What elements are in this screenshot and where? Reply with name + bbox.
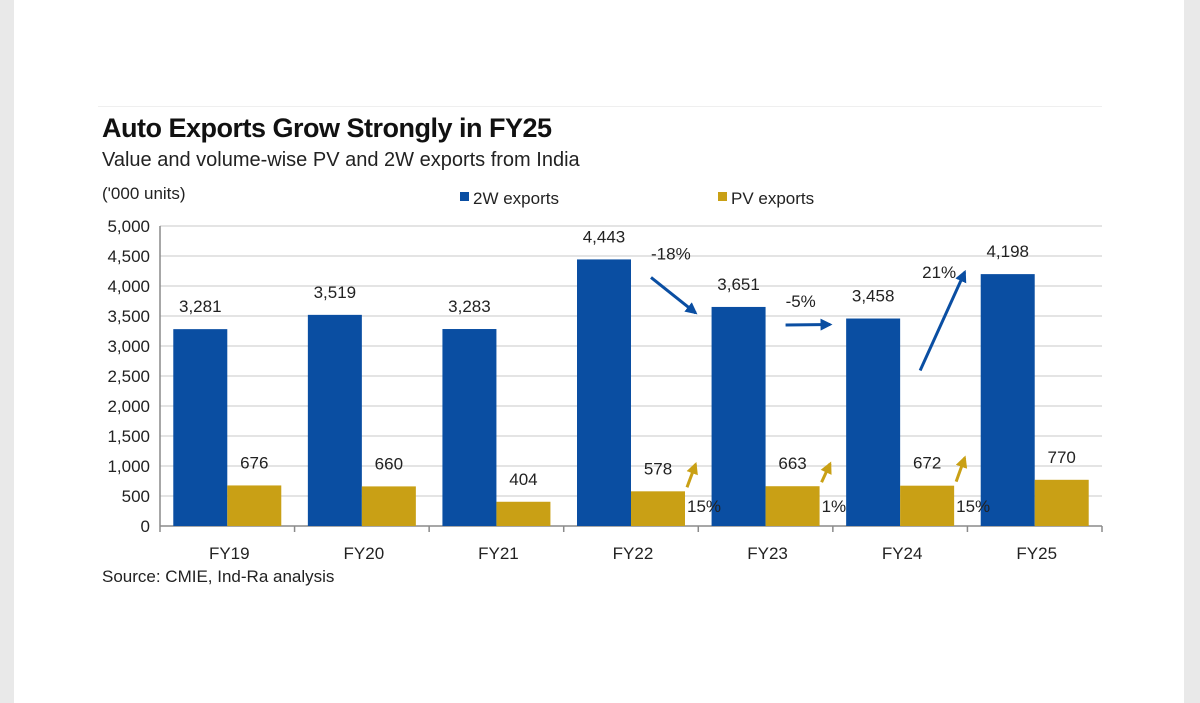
2w-data-label: 3,283 xyxy=(448,297,491,316)
x-tick-label: FY23 xyxy=(747,544,788,563)
pv-bar xyxy=(227,485,282,526)
2w-bar xyxy=(442,329,497,526)
2w-bar xyxy=(980,274,1035,526)
pv-bar xyxy=(496,501,551,526)
y-tick-label: 3,500 xyxy=(107,307,150,326)
pv-growth-label: 15% xyxy=(956,497,990,516)
pv-data-label: 676 xyxy=(240,453,268,472)
2w-growth-label: -5% xyxy=(786,292,816,311)
y-tick-label: 5,000 xyxy=(107,217,150,236)
2w-data-label: 4,198 xyxy=(986,242,1029,261)
2w-bar xyxy=(307,314,362,526)
pv-bar xyxy=(765,486,820,526)
pv-growth-label: 1% xyxy=(822,497,847,516)
2w-bar xyxy=(577,259,631,526)
y-tick-label: 0 xyxy=(141,517,150,536)
pv-bar xyxy=(361,486,416,526)
pv-growth-arrow xyxy=(954,455,968,483)
pv-data-label: 404 xyxy=(509,470,537,489)
y-tick-label: 4,500 xyxy=(107,247,150,266)
2w-data-label: 3,519 xyxy=(314,283,357,302)
2w-bar xyxy=(711,306,766,526)
2w-bar xyxy=(846,318,901,526)
pv-growth-arrow xyxy=(685,461,698,488)
legend-label-2w: 2W exports xyxy=(473,189,559,208)
y-tick-label: 4,000 xyxy=(107,277,150,296)
2w-bar xyxy=(173,329,228,526)
2w-data-label: 4,443 xyxy=(583,227,626,246)
2w-data-label: 3,281 xyxy=(179,297,222,316)
2w-data-label: 3,458 xyxy=(852,287,895,306)
pv-bar xyxy=(900,485,955,526)
y-tick-label: 3,000 xyxy=(107,337,150,356)
pv-growth-label: 15% xyxy=(687,497,721,516)
2w-growth-arrow xyxy=(650,276,698,315)
y-tick-label: 2,500 xyxy=(107,367,150,386)
x-tick-label: FY25 xyxy=(1016,544,1057,563)
x-tick-label: FY21 xyxy=(478,544,519,563)
y-axis-unit-label: ('000 units) xyxy=(102,184,186,203)
chart-subtitle: Value and volume-wise PV and 2W exports … xyxy=(102,149,580,171)
x-tick-label: FY24 xyxy=(882,544,923,563)
pv-growth-arrow xyxy=(820,461,832,483)
x-tick-label: FY19 xyxy=(209,544,250,563)
chart-title: Auto Exports Grow Strongly in FY25 xyxy=(102,113,552,143)
2w-growth-arrow xyxy=(918,269,967,372)
legend-swatch-pv xyxy=(718,192,727,201)
legend: 2W exports PV exports xyxy=(460,189,814,208)
pv-bar xyxy=(631,491,685,526)
pv-bar xyxy=(1034,479,1089,526)
pv-data-label: 660 xyxy=(375,454,403,473)
y-tick-label: 500 xyxy=(122,487,150,506)
2w-growth-label: -18% xyxy=(651,244,691,263)
2w-data-label: 3,651 xyxy=(717,275,760,294)
x-tick-label: FY20 xyxy=(344,544,385,563)
data-labels: 3,281 3,519 3,283 4,443 3,651 3,458 4,198 676 66… xyxy=(179,227,1076,488)
pv-data-label: 663 xyxy=(778,454,806,473)
y-tick-label: 2,000 xyxy=(107,397,150,416)
y-tick-label: 1,000 xyxy=(107,457,150,476)
pv-data-label: 770 xyxy=(1048,448,1076,467)
pv-data-label: 578 xyxy=(644,459,672,478)
legend-swatch-2w xyxy=(460,192,469,201)
y-tick-label: 1,500 xyxy=(107,427,150,446)
bars xyxy=(173,259,1089,526)
pv-data-label: 672 xyxy=(913,454,941,473)
axes: 0 500 1,000 1,500 2,000 2,500 3,000 3,500 4,000 4… xyxy=(107,217,1103,563)
x-tick-label: FY22 xyxy=(613,544,654,563)
chart-source: Source: CMIE, Ind-Ra analysis xyxy=(102,567,335,586)
legend-label-pv: PV exports xyxy=(731,189,814,208)
growth-annotations: -18% -5% 21% 15% 1% 15% xyxy=(650,244,990,516)
2w-growth-label: 21% xyxy=(922,263,956,282)
